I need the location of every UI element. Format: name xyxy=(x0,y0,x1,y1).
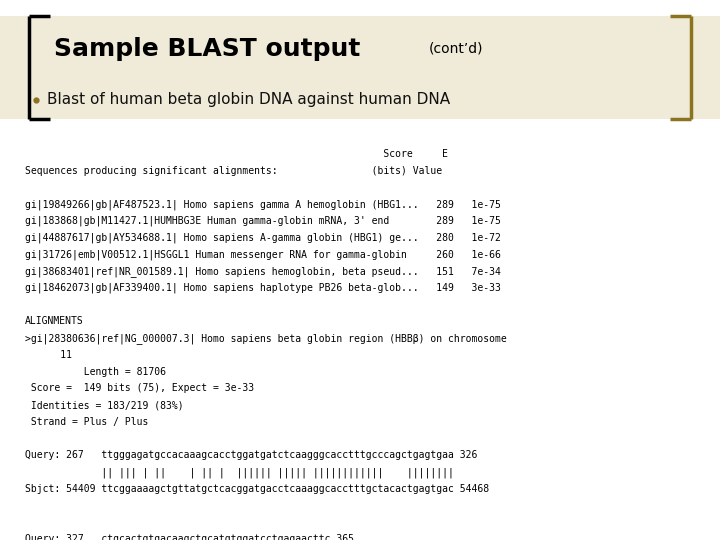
Text: Identities = 183/219 (83%): Identities = 183/219 (83%) xyxy=(25,400,184,410)
Text: Score =  149 bits (75), Expect = 3e-33: Score = 149 bits (75), Expect = 3e-33 xyxy=(25,383,254,394)
Text: gi|38683401|ref|NR_001589.1| Homo sapiens hemoglobin, beta pseud...   151   7e-3: gi|38683401|ref|NR_001589.1| Homo sapien… xyxy=(25,266,501,277)
Text: Strand = Plus / Plus: Strand = Plus / Plus xyxy=(25,417,148,427)
Text: Query: 327   ctgcactgtgacaagctgcatgtggatcctgagaacttc 365: Query: 327 ctgcactgtgacaagctgcatgtggatcc… xyxy=(25,534,354,540)
Text: ALIGNMENTS: ALIGNMENTS xyxy=(25,316,84,327)
Text: 11: 11 xyxy=(25,350,72,360)
Text: Length = 81706: Length = 81706 xyxy=(25,367,166,377)
Text: gi|183868|gb|M11427.1|HUMHBG3E Human gamma-globin mRNA, 3' end        289   1e-7: gi|183868|gb|M11427.1|HUMHBG3E Human gam… xyxy=(25,216,501,226)
Text: Score     E: Score E xyxy=(25,149,448,159)
Text: gi|44887617|gb|AY534688.1| Homo sapiens A-gamma globin (HBG1) ge...   280   1e-7: gi|44887617|gb|AY534688.1| Homo sapiens … xyxy=(25,233,501,243)
Text: gi|31726|emb|V00512.1|HSGGL1 Human messenger RNA for gamma-globin     260   1e-6: gi|31726|emb|V00512.1|HSGGL1 Human messe… xyxy=(25,249,501,260)
Text: Sbjct: 54409 ttcggaaaagctgttatgctcacggatgacctcaaaggcacctttgctacactgagtgac 54468: Sbjct: 54409 ttcggaaaagctgttatgctcacggat… xyxy=(25,484,490,494)
Text: (cont’d): (cont’d) xyxy=(428,42,483,56)
Text: gi|19849266|gb|AF487523.1| Homo sapiens gamma A hemoglobin (HBG1...   289   1e-7: gi|19849266|gb|AF487523.1| Homo sapiens … xyxy=(25,199,501,210)
Text: || ||| | ||    | || |  |||||| ||||| ||||||||||||    ||||||||: || ||| | || | || | |||||| ||||| ||||||||… xyxy=(25,467,454,477)
Text: gi|18462073|gb|AF339400.1| Homo sapiens haplotype PB26 beta-glob...   149   3e-3: gi|18462073|gb|AF339400.1| Homo sapiens … xyxy=(25,283,501,293)
Text: Sequences producing significant alignments:                (bits) Value: Sequences producing significant alignmen… xyxy=(25,166,442,176)
Text: Sample BLAST output: Sample BLAST output xyxy=(54,37,361,60)
Text: Query: 267   ttgggagatgccacaaagcacctggatgatctcaagggcacctttgcccagctgagtgaa 326: Query: 267 ttgggagatgccacaaagcacctggatga… xyxy=(25,450,477,461)
FancyBboxPatch shape xyxy=(0,16,720,119)
Text: >gi|28380636|ref|NG_000007.3| Homo sapiens beta globin region (HBBβ) on chromoso: >gi|28380636|ref|NG_000007.3| Homo sapie… xyxy=(25,333,507,344)
Text: Blast of human beta globin DNA against human DNA: Blast of human beta globin DNA against h… xyxy=(47,92,450,107)
